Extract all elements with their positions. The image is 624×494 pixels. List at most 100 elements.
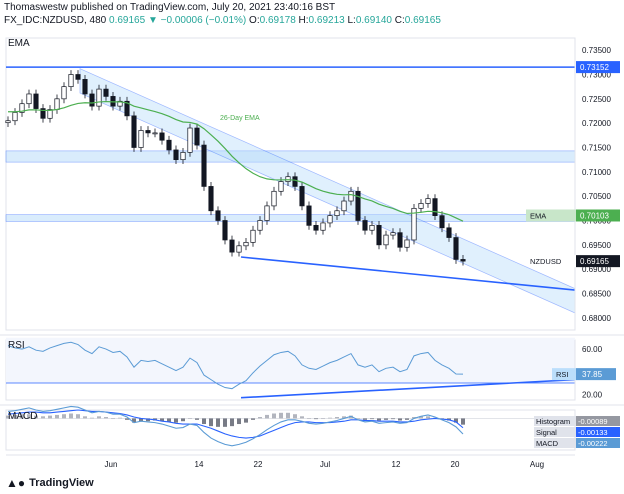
macd-histogram-bar — [307, 418, 311, 420]
candle-body — [236, 245, 242, 253]
price-pane-label: EMA — [8, 38, 30, 49]
high-label: H: — [298, 15, 309, 26]
candle-body — [89, 93, 95, 107]
time-tick-label: 12 — [392, 460, 401, 469]
candle-body — [306, 205, 312, 226]
macd-histogram-bar — [314, 418, 318, 420]
publish-info: Thomaswestw published on TradingView.com… — [4, 2, 335, 13]
high-value: 0.69213 — [308, 15, 345, 26]
rsi-line — [7, 341, 464, 390]
price-tag-value: 0.70103 — [580, 211, 609, 220]
macd-histogram-bar — [13, 414, 17, 419]
macd-histogram-bar — [412, 417, 416, 419]
price-tag-name: EMA — [530, 211, 546, 220]
candle-body — [96, 88, 102, 107]
macd-histogram-bar — [398, 418, 402, 421]
macd-histogram-bar — [125, 418, 129, 420]
macd-legend-name-bg — [534, 438, 576, 448]
macd-histogram-bar — [244, 418, 248, 423]
candle-body — [40, 108, 46, 119]
macd-histogram-bar — [272, 413, 276, 419]
candle-body — [271, 190, 277, 207]
candle-body — [201, 144, 207, 187]
candle-body — [390, 232, 396, 236]
macd-histogram-bar — [377, 418, 381, 421]
macd-histogram-bar — [209, 418, 213, 427]
rsi-tag-box — [576, 368, 616, 381]
macd-histogram-bar — [34, 415, 38, 419]
candle-body — [376, 225, 382, 246]
price-tag-box — [576, 209, 620, 222]
macd-histogram-bar — [146, 418, 150, 422]
macd-histogram-bar — [216, 418, 220, 427]
macd-histogram-bar — [454, 418, 458, 423]
rsi-trendline — [240, 378, 576, 399]
candle-body — [299, 186, 305, 207]
rsi-tag-bg — [552, 368, 576, 381]
candle-body — [103, 88, 109, 97]
macd-histogram-bar — [83, 416, 87, 419]
macd-pane: Histogram -0.00089 Signal -0.00133 MACD -0.00… — [5, 405, 620, 451]
candle-body — [432, 198, 438, 216]
time-tick-label: Aug — [530, 460, 544, 469]
rsi-tag-name: RSI — [556, 370, 569, 379]
macd-histogram-bar — [300, 416, 304, 419]
macd-legend-name: Signal — [536, 428, 557, 437]
macd-legend-value-box — [576, 438, 620, 448]
price-tick-label: 0.72000 — [582, 119, 611, 128]
resistance-zone-upper — [5, 150, 576, 163]
candle-body — [334, 210, 340, 216]
candle-body — [355, 190, 361, 221]
price-tick-label: 0.72500 — [582, 95, 611, 104]
candle-body — [348, 190, 354, 202]
macd-legend-name: Histogram — [536, 417, 570, 426]
candle-body — [145, 130, 151, 134]
open-value: 0.69178 — [259, 15, 296, 26]
macd-histogram-bar — [258, 417, 262, 419]
candle-body — [187, 127, 193, 153]
close-value: 0.69165 — [404, 15, 441, 26]
price-tick-label: 0.68500 — [582, 290, 611, 299]
macd-histogram-bar — [41, 416, 45, 419]
candle-body — [173, 149, 179, 161]
rsi-tick-label: 60.00 — [582, 345, 603, 354]
open-label: O: — [249, 15, 260, 26]
price-tick-label: 0.68000 — [582, 314, 611, 323]
rsi-tag-value: 37.85 — [582, 370, 603, 379]
support-zone-middle — [5, 214, 576, 222]
macd-histogram-bar — [356, 418, 360, 420]
candle-body — [313, 225, 319, 231]
rsi-tick-label: 20.00 — [582, 390, 603, 399]
price-tick-label: 0.69500 — [582, 241, 611, 250]
macd-histogram-bar — [342, 416, 346, 419]
tradingview-logo[interactable]: ▲● TradingView — [6, 476, 94, 490]
candle-body — [404, 239, 410, 248]
candle-body — [152, 132, 158, 135]
candle-body — [82, 79, 88, 95]
macd-histogram-bar — [265, 414, 269, 419]
candle-body — [278, 181, 284, 192]
macd-histogram-bar — [461, 418, 465, 425]
candle-body — [460, 259, 466, 262]
candle-body — [26, 93, 32, 105]
macd-histogram-bar — [293, 414, 297, 419]
macd-signal-line — [7, 409, 464, 439]
macd-histogram-bar — [335, 417, 339, 419]
candle-body — [12, 112, 18, 122]
price-pane: 0.73500 0.73000 0.72500 0.72000 0.71500 0.710… — [5, 37, 620, 331]
macd-histogram-bar — [181, 418, 185, 422]
macd-histogram-bar — [328, 417, 332, 419]
price-change: ▼ −0.00006 (−0.01%) — [147, 15, 247, 26]
price-tag-bg — [528, 255, 578, 268]
macd-legend-name-bg — [534, 416, 576, 426]
ema-26-line — [7, 100, 464, 222]
macd-histogram-bar — [195, 418, 199, 420]
ohlc-legend: FX_IDC:NZDUSD, 480 0.69165 ▼ −0.00006 (−… — [4, 15, 441, 26]
candle-body — [257, 220, 263, 231]
candle-body — [341, 200, 347, 212]
macd-histogram-bar — [237, 418, 241, 425]
candle-body — [5, 120, 11, 124]
candle-body — [243, 242, 249, 247]
macd-legend-value-box — [576, 427, 620, 437]
